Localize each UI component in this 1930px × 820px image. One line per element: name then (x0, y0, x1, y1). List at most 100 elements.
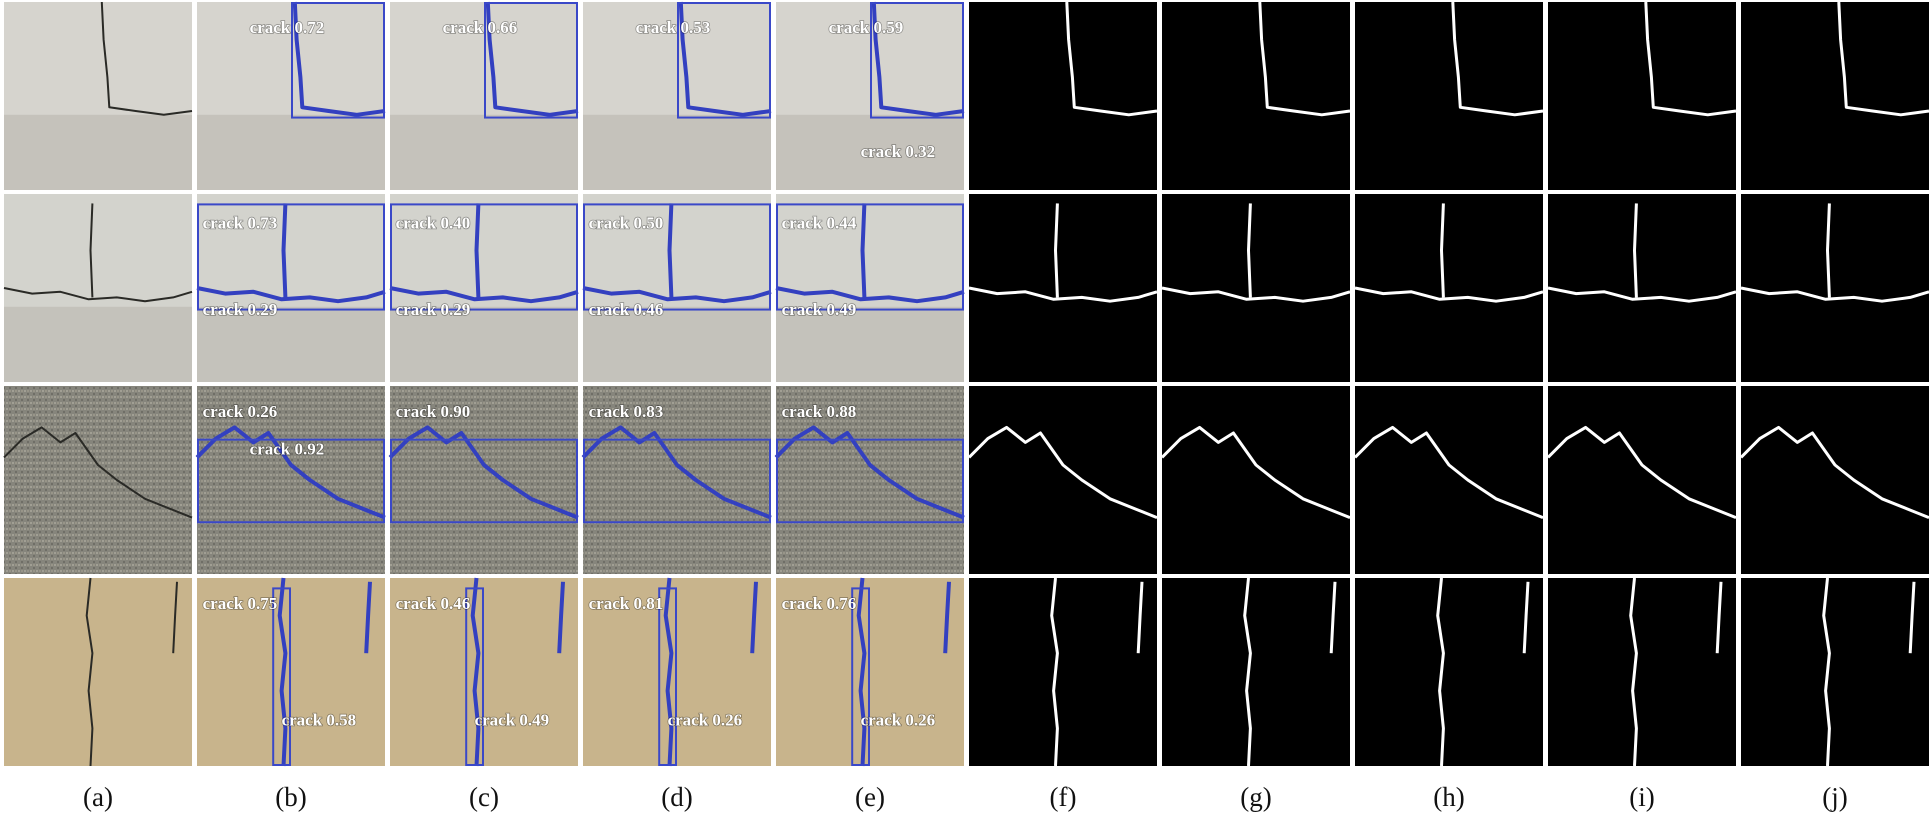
detection-box (390, 203, 578, 311)
crack (1243, 577, 1252, 767)
crack (1050, 577, 1059, 767)
panel-image (1741, 194, 1929, 382)
panel (1355, 1, 1544, 190)
panel (969, 1, 1158, 190)
panel (1160, 386, 1351, 574)
panel-image (1162, 194, 1350, 382)
column-label: (j) (1822, 782, 1847, 812)
panel-shade (583, 114, 771, 190)
crack (582, 286, 772, 304)
crack (1161, 286, 1351, 303)
detection-label: crack 0.50 (589, 214, 664, 233)
panel-image (1355, 386, 1543, 574)
detection-label: crack 0.46 (589, 300, 664, 319)
panel: crack 0.83 (581, 386, 772, 574)
detection-label: crack 0.49 (475, 710, 550, 729)
crack (1054, 203, 1059, 298)
panel (1741, 1, 1930, 190)
crack (775, 286, 965, 304)
panel: crack 0.59 crack 0.32 (776, 1, 965, 190)
panel: crack 0.73 crack 0.29 (196, 194, 386, 382)
crack (856, 577, 867, 767)
crack (1353, 425, 1544, 519)
panel-shade (4, 306, 192, 382)
panel (969, 577, 1157, 767)
panel (1355, 577, 1543, 767)
detection-label: crack 0.76 (782, 594, 857, 613)
crack (1644, 1, 1737, 117)
panel: crack 0.72 (197, 1, 386, 190)
panel (1741, 577, 1929, 767)
panel-image (1355, 578, 1543, 766)
crack (1136, 581, 1144, 654)
crack (1739, 425, 1930, 519)
panel-image (1741, 2, 1929, 190)
column-label: (e) (855, 782, 885, 812)
crack (1065, 1, 1158, 117)
crack (388, 425, 579, 520)
detection-label: crack 0.26 (668, 710, 743, 729)
panel-image (1741, 578, 1929, 766)
panel-image (1355, 194, 1543, 382)
panel-image (197, 386, 385, 574)
crack (774, 425, 965, 520)
panel-image (969, 2, 1157, 190)
panel-image (1162, 578, 1350, 766)
detection-box (658, 587, 678, 767)
panel (4, 1, 193, 190)
panel-image (583, 386, 771, 574)
panel-image (1162, 2, 1350, 190)
crack (281, 203, 288, 298)
panel-shade (583, 306, 771, 382)
detection-label: crack 0.81 (589, 594, 664, 613)
crack (470, 577, 481, 767)
panel (1548, 1, 1737, 190)
panel: crack 0.90 (388, 386, 579, 574)
panel-shade (197, 306, 385, 382)
detection-label: crack 0.44 (782, 214, 857, 233)
detection-label: crack 0.29 (203, 300, 278, 319)
crack (3, 426, 193, 519)
crack (1440, 203, 1445, 298)
crack (364, 581, 372, 654)
detection-box (465, 587, 485, 767)
detection-label: crack 0.59 (829, 18, 904, 37)
crack (1633, 203, 1638, 298)
crack (750, 581, 758, 654)
panel (1162, 577, 1350, 767)
crack (1451, 1, 1544, 117)
panel-image (4, 386, 192, 574)
crack (85, 577, 94, 767)
crack (1740, 286, 1930, 303)
crack (1329, 581, 1337, 654)
panel-shade (776, 114, 964, 190)
column-label: (d) (661, 782, 692, 812)
crack (1258, 1, 1351, 117)
detection-label: crack 0.53 (636, 18, 711, 37)
panel: crack 0.75 crack 0.58 (197, 577, 385, 767)
crack (663, 577, 674, 767)
panel (4, 577, 192, 767)
panel-image (1741, 386, 1929, 574)
crack (1522, 581, 1530, 654)
crack (1822, 577, 1831, 767)
panel-image (4, 578, 192, 766)
crack (860, 203, 867, 298)
panel-image (1548, 2, 1736, 190)
crack (667, 203, 674, 298)
detection-box (390, 438, 578, 524)
crack (871, 1, 965, 117)
crack (1715, 581, 1723, 654)
panel: crack 0.88 (774, 386, 965, 574)
column-label: (c) (469, 782, 499, 812)
detection-label: crack 0.88 (782, 402, 857, 421)
detection-label: crack 0.29 (396, 300, 471, 319)
panel: crack 0.53 (583, 1, 772, 190)
panel-image (1355, 2, 1543, 190)
detection-label: crack 0.26 (203, 402, 278, 421)
panel: crack 0.44 crack 0.49 (775, 194, 965, 382)
panel (1548, 577, 1736, 767)
panel: crack 0.40 crack 0.29 (389, 194, 579, 382)
detection-box (776, 438, 964, 524)
